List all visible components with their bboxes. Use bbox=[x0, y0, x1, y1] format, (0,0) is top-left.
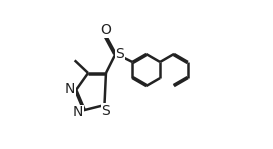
Text: N: N bbox=[73, 105, 83, 119]
Text: O: O bbox=[100, 23, 111, 37]
Text: S: S bbox=[102, 104, 110, 118]
Text: N: N bbox=[64, 82, 75, 96]
Text: S: S bbox=[115, 47, 124, 61]
